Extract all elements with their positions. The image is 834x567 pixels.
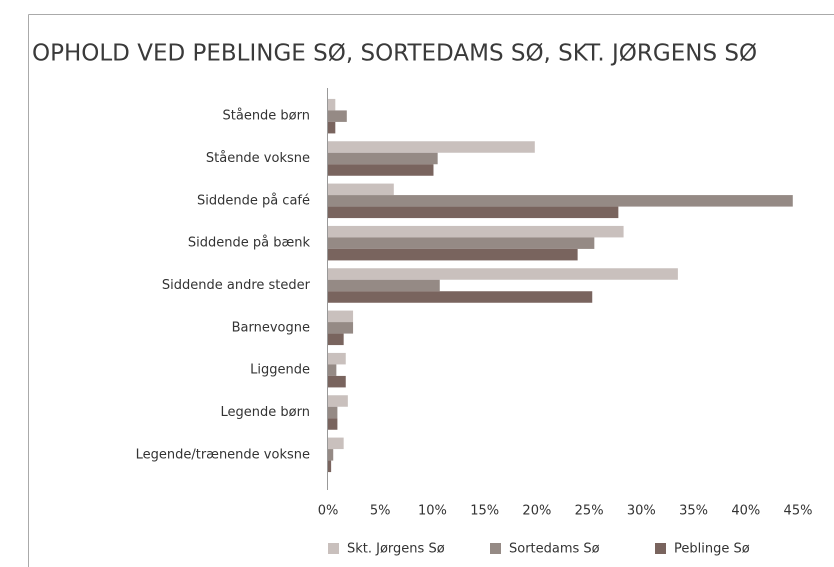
bar bbox=[328, 310, 354, 323]
bar bbox=[328, 437, 344, 450]
y-tick-label: Legende/trænende voksne bbox=[136, 447, 310, 462]
bar bbox=[328, 206, 619, 219]
x-tick-label: 20% bbox=[522, 504, 551, 519]
x-tick-label: 25% bbox=[575, 504, 604, 519]
legend-label: Sortedams Sø bbox=[509, 542, 600, 557]
bar bbox=[328, 237, 595, 249]
bar bbox=[328, 291, 593, 303]
bar bbox=[328, 121, 336, 134]
x-tick-label: 45% bbox=[784, 504, 813, 519]
legend-swatch bbox=[655, 543, 666, 554]
bar bbox=[328, 195, 793, 207]
y-tick-label: Liggende bbox=[250, 363, 310, 378]
bar bbox=[328, 279, 440, 292]
y-tick-label: Siddende på café bbox=[197, 193, 310, 208]
bar bbox=[328, 225, 624, 238]
x-tick-label: 15% bbox=[470, 504, 499, 519]
bar bbox=[328, 152, 438, 165]
bar bbox=[328, 375, 346, 388]
bar bbox=[328, 333, 344, 346]
bar bbox=[328, 460, 332, 473]
bar bbox=[328, 395, 348, 407]
bar bbox=[328, 322, 354, 334]
bar bbox=[328, 183, 394, 196]
y-tick-label: Stående voksne bbox=[206, 151, 310, 166]
x-tick-label: 30% bbox=[627, 504, 656, 519]
bar bbox=[328, 98, 336, 111]
bar bbox=[328, 164, 434, 176]
bar bbox=[328, 110, 347, 122]
bar bbox=[328, 268, 678, 280]
bar bbox=[328, 352, 346, 365]
x-tick-label: 10% bbox=[418, 504, 447, 519]
x-tick-label: 35% bbox=[679, 504, 708, 519]
bar bbox=[328, 406, 338, 419]
y-tick-label: Legende børn bbox=[221, 405, 310, 420]
y-tick-label: Stående børn bbox=[223, 109, 311, 124]
y-tick-label: Siddende på bænk bbox=[188, 236, 311, 251]
bar bbox=[328, 141, 535, 153]
bar bbox=[328, 449, 334, 461]
legend-label: Peblinge Sø bbox=[674, 542, 750, 557]
bar bbox=[328, 248, 578, 261]
y-tick-label: Barnevogne bbox=[232, 320, 310, 335]
legend-label: Skt. Jørgens Sø bbox=[347, 542, 445, 557]
x-tick-label: 5% bbox=[370, 504, 391, 519]
legend-swatch bbox=[328, 543, 339, 554]
bar bbox=[328, 418, 338, 430]
chart-title: OPHOLD VED PEBLINGE SØ, SORTEDAMS SØ, SK… bbox=[32, 41, 757, 67]
x-tick-label: 40% bbox=[731, 504, 760, 519]
y-tick-label: Siddende andre steder bbox=[162, 278, 311, 293]
bar bbox=[328, 364, 337, 376]
x-tick-label: 0% bbox=[318, 504, 339, 519]
legend-swatch bbox=[490, 543, 501, 554]
